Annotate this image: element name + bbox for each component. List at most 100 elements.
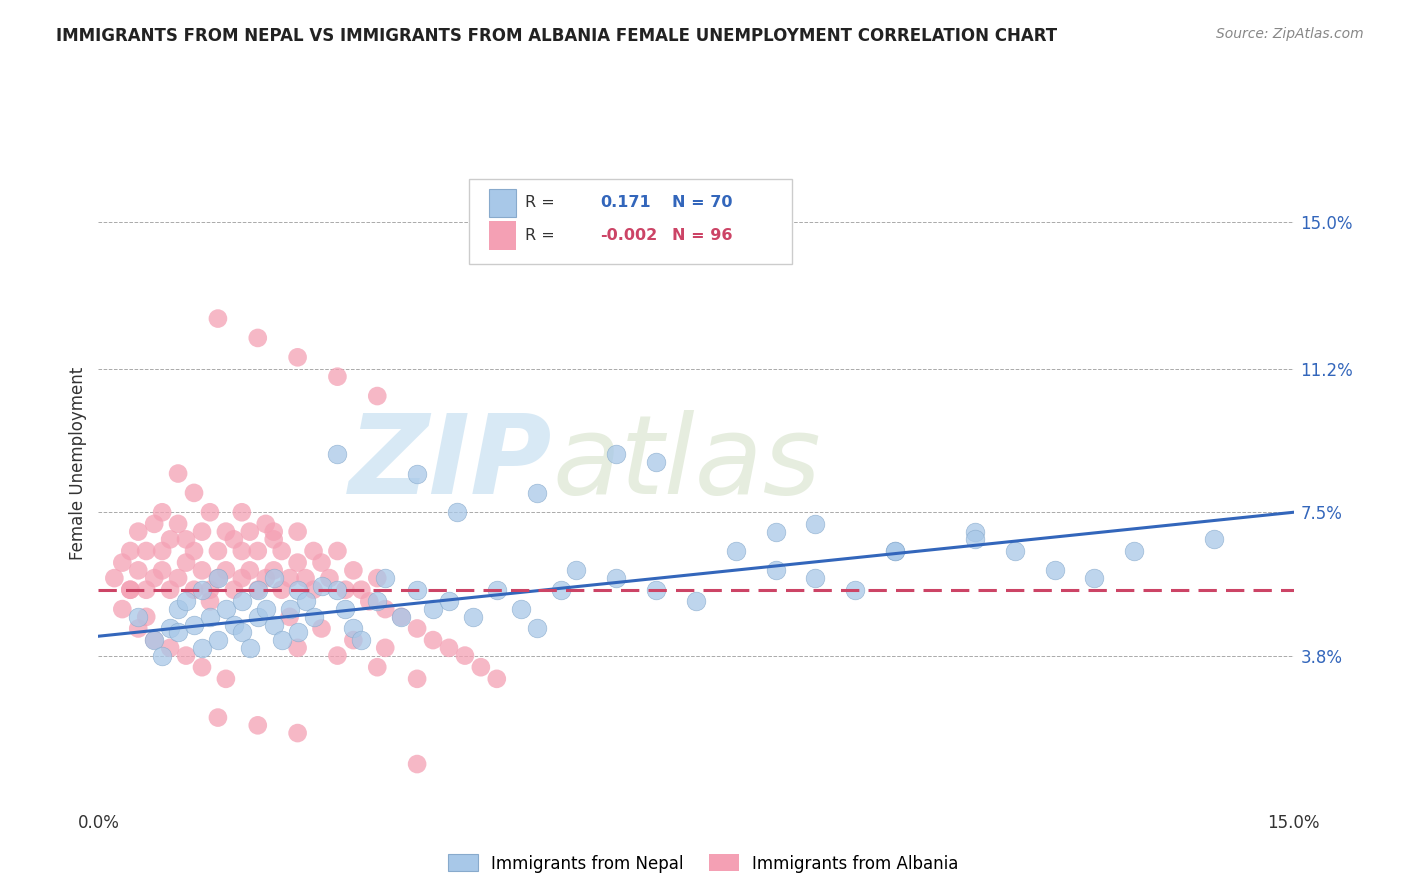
Point (294, 571, 316, 585)
Point (254, 602, 277, 616)
Point (127, 524, 149, 539)
Point (311, 622, 333, 636)
Point (374, 571, 396, 585)
Point (335, 582, 357, 597)
Point (446, 505, 468, 519)
Point (263, 571, 285, 585)
Point (167, 467, 190, 481)
Point (198, 594, 221, 608)
Point (359, 594, 381, 608)
FancyBboxPatch shape (489, 221, 516, 250)
Point (311, 579, 333, 593)
Point (263, 563, 285, 577)
Point (342, 622, 364, 636)
Point (270, 633, 292, 648)
Point (120, 582, 142, 597)
Point (120, 544, 142, 558)
Point (406, 757, 429, 772)
Point (406, 622, 429, 636)
Point (326, 369, 349, 384)
Point (645, 582, 668, 597)
Point (191, 563, 214, 577)
Point (724, 544, 747, 558)
Point (191, 524, 214, 539)
Point (215, 602, 238, 616)
Point (374, 640, 396, 655)
Point (765, 524, 787, 539)
Point (135, 610, 157, 624)
Point (207, 311, 229, 326)
Point (135, 544, 157, 558)
Point (270, 582, 292, 597)
Point (406, 672, 429, 686)
Point (127, 622, 149, 636)
Point (231, 571, 253, 585)
Text: N = 70: N = 70 (672, 195, 733, 211)
Point (470, 660, 492, 674)
Point (389, 610, 412, 624)
Point (302, 610, 325, 624)
Point (127, 610, 149, 624)
Point (231, 625, 253, 640)
Point (287, 726, 309, 740)
Point (804, 516, 827, 531)
Point (207, 544, 229, 558)
Point (246, 544, 269, 558)
Point (422, 633, 444, 648)
Point (287, 625, 309, 640)
Point (191, 582, 214, 597)
Point (287, 582, 309, 597)
Point (174, 648, 197, 663)
Point (294, 594, 316, 608)
Point (645, 455, 668, 469)
Point (311, 556, 333, 570)
Text: R =: R = (524, 227, 555, 243)
Point (183, 544, 205, 558)
Point (366, 571, 388, 585)
Point (246, 331, 269, 345)
Text: R =: R = (524, 195, 555, 211)
Point (350, 633, 373, 648)
Point (231, 505, 253, 519)
Point (150, 505, 173, 519)
Point (127, 563, 149, 577)
Point (222, 582, 245, 597)
Point (884, 544, 907, 558)
Point (150, 648, 173, 663)
Point (159, 640, 181, 655)
Point (239, 524, 262, 539)
Text: Source: ZipAtlas.com: Source: ZipAtlas.com (1216, 27, 1364, 41)
Point (263, 524, 285, 539)
Point (159, 582, 181, 597)
Text: IMMIGRANTS FROM NEPAL VS IMMIGRANTS FROM ALBANIA FEMALE UNEMPLOYMENT CORRELATION: IMMIGRANTS FROM NEPAL VS IMMIGRANTS FROM… (56, 27, 1057, 45)
Point (246, 610, 269, 624)
Point (278, 610, 301, 624)
Point (246, 582, 269, 597)
Point (302, 544, 325, 558)
Point (215, 672, 238, 686)
Point (239, 640, 262, 655)
Point (461, 610, 484, 624)
Point (143, 633, 166, 648)
Point (263, 617, 285, 632)
Point (183, 486, 205, 500)
Point (765, 563, 787, 577)
Point (103, 571, 125, 585)
Point (207, 571, 229, 585)
Point (159, 622, 181, 636)
Point (1202, 533, 1225, 547)
Point (1004, 544, 1026, 558)
Point (150, 544, 173, 558)
Point (246, 718, 269, 732)
Point (231, 544, 253, 558)
Point (239, 563, 262, 577)
Point (366, 389, 388, 403)
Point (159, 533, 181, 547)
Point (326, 582, 349, 597)
Point (150, 563, 173, 577)
Point (685, 594, 707, 608)
Point (318, 571, 340, 585)
Point (287, 640, 309, 655)
Point (565, 563, 588, 577)
Point (174, 594, 197, 608)
